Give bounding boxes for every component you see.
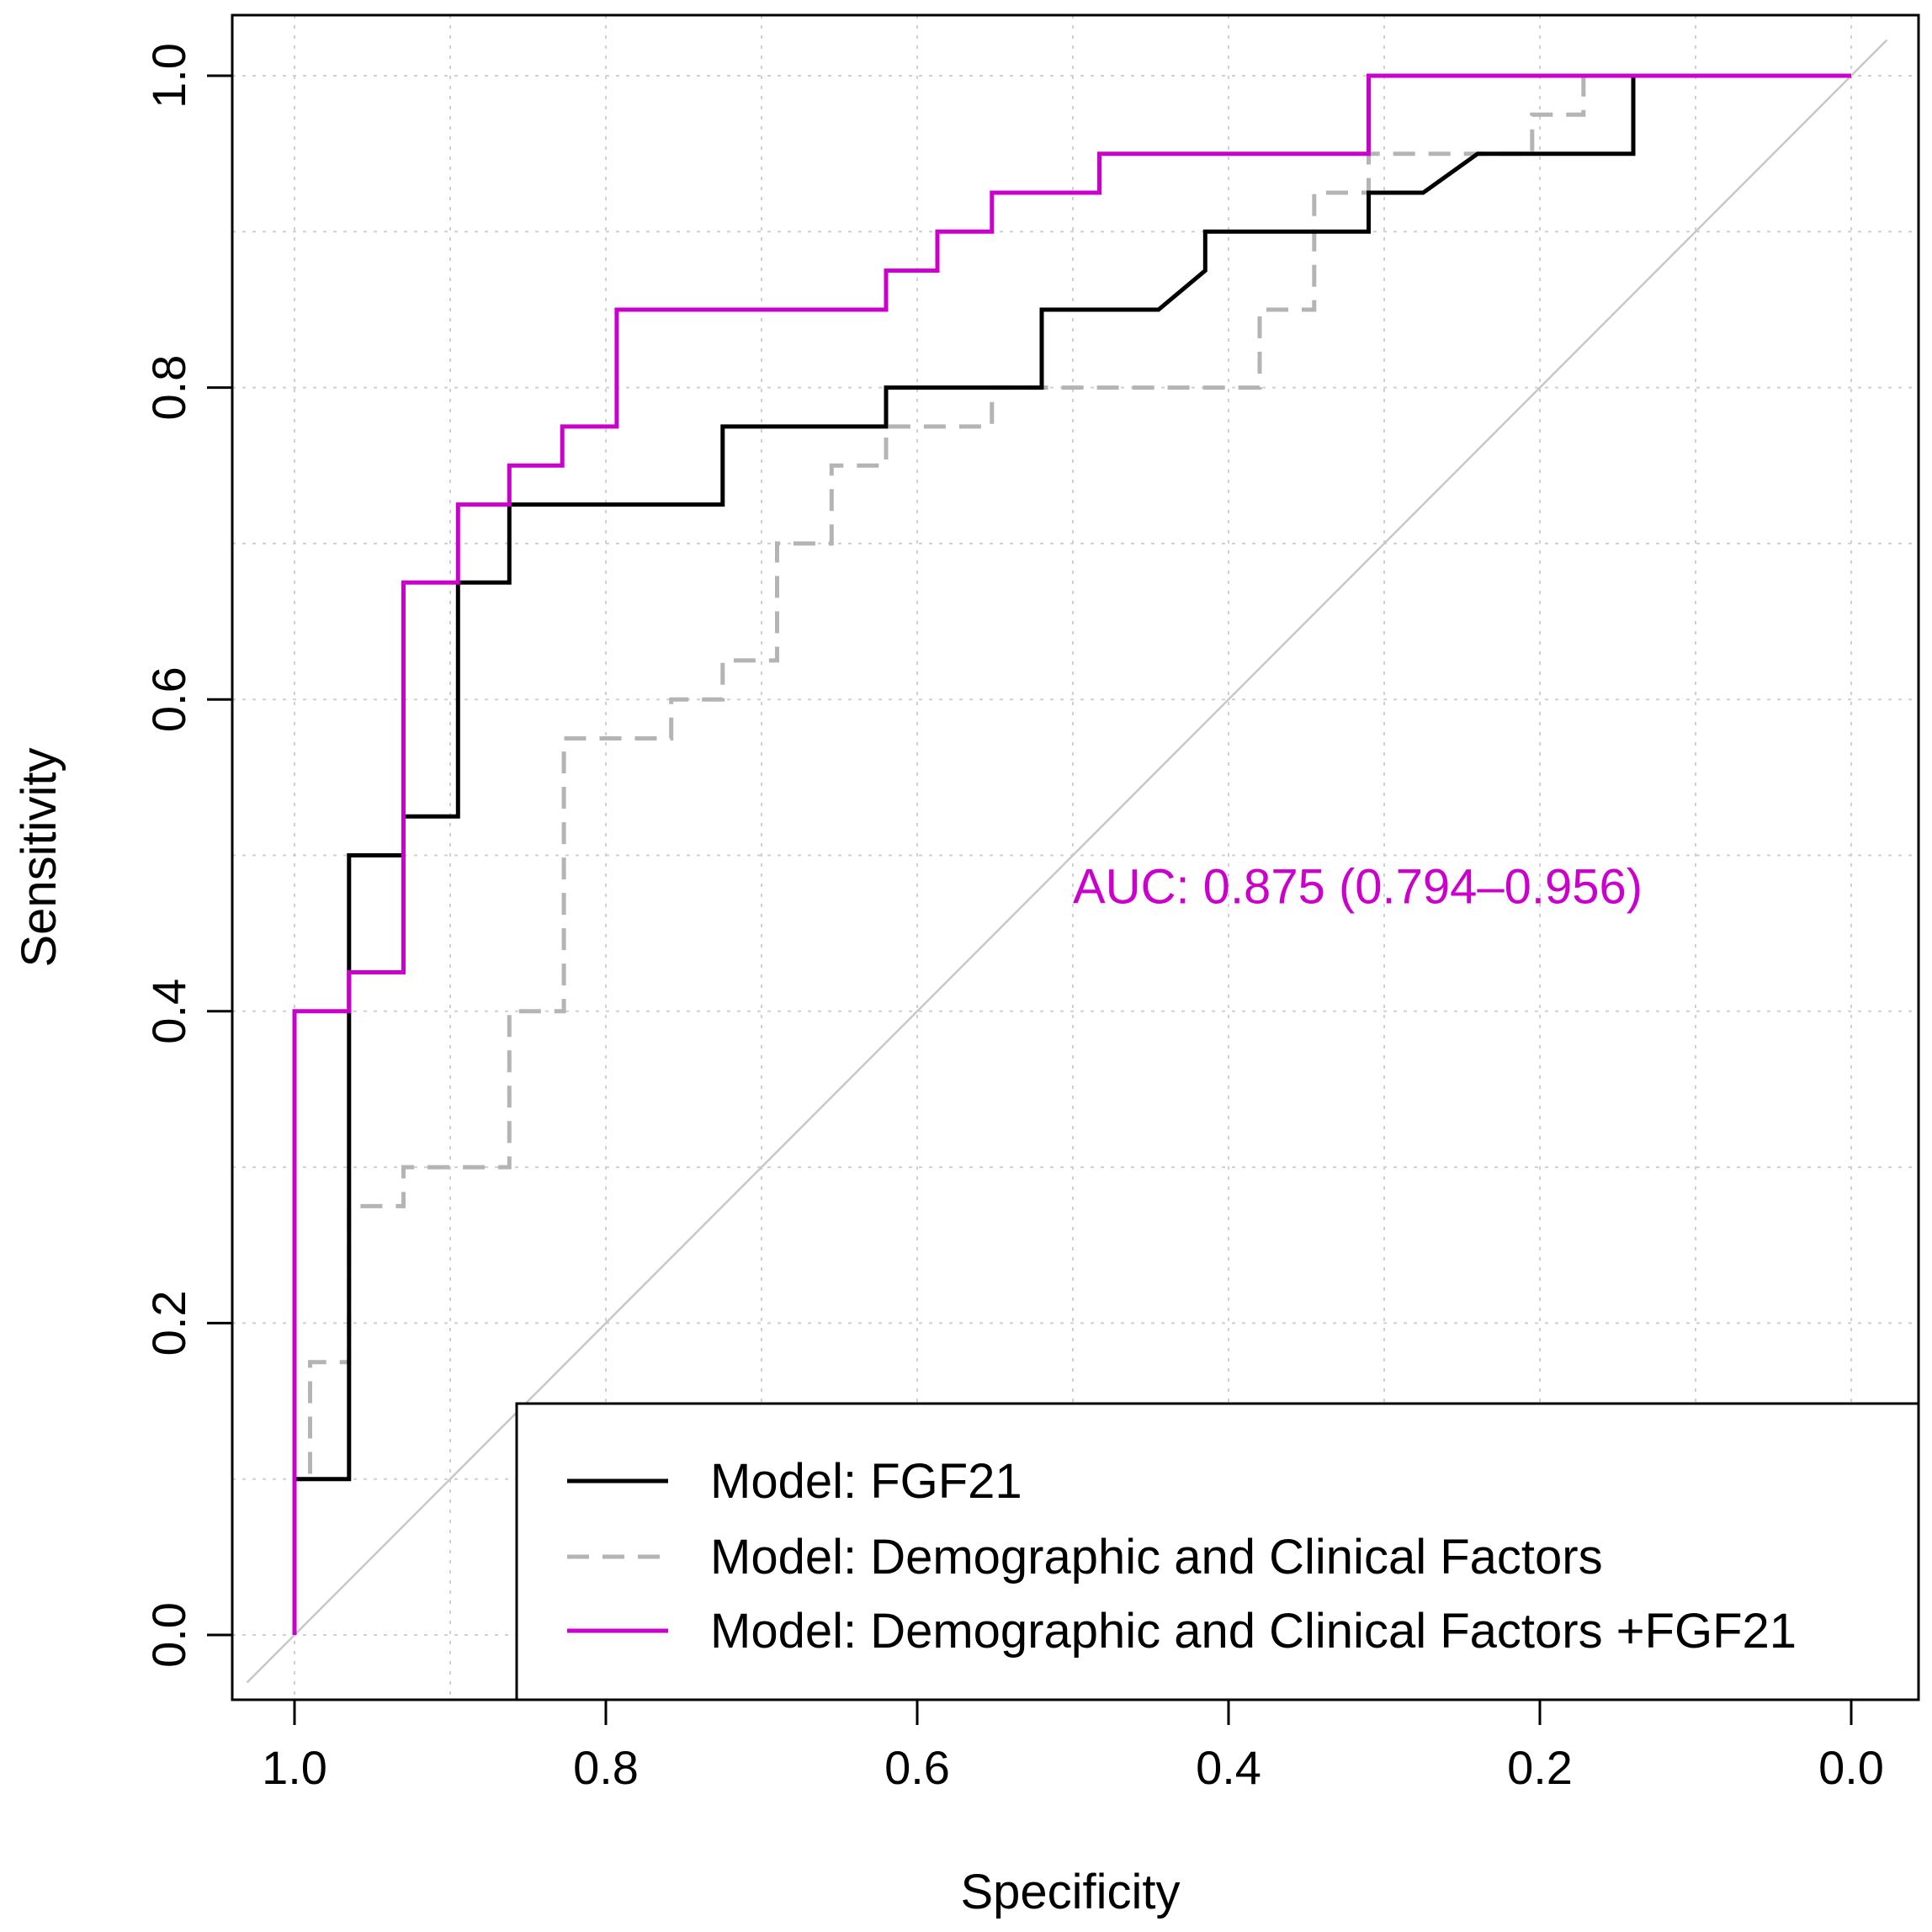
legend-label-2: Model: Demographic and Clinical Factors … — [710, 1604, 1797, 1659]
y-tick-label: 1.0 — [142, 43, 195, 109]
x-tick-label: 1.0 — [262, 1741, 327, 1794]
x-tick-label: 0.0 — [1818, 1741, 1884, 1794]
legend-label-0: Model: FGF21 — [710, 1454, 1022, 1509]
x-tick-label: 0.2 — [1507, 1741, 1573, 1794]
y-axis: 0.0 0.2 0.4 0.6 0.8 1.0 — [142, 43, 234, 1668]
series-line-2 — [292, 73, 1851, 1635]
y-tick-label: 0.0 — [142, 1602, 195, 1668]
legend-box — [515, 1402, 1920, 1701]
legend-label-1: Model: Demographic and Clinical Factors — [710, 1530, 1603, 1584]
auc-annotation: AUC: 0.875 (0.794–0.956) — [1073, 860, 1643, 915]
y-tick-label: 0.2 — [142, 1290, 195, 1356]
x-axis-title: Specificity — [960, 1865, 1180, 1919]
legend: Model: FGF21 Model: Demographic and Clini… — [515, 1402, 1920, 1701]
y-tick-label: 0.8 — [142, 355, 195, 421]
y-tick-label: 0.4 — [142, 979, 195, 1044]
x-tick-label: 0.6 — [884, 1741, 950, 1794]
x-tick-label: 0.4 — [1196, 1741, 1261, 1794]
y-tick-label: 0.6 — [142, 666, 195, 732]
x-tick-label: 0.8 — [573, 1741, 639, 1794]
series-layer — [292, 73, 1851, 1635]
y-axis-title: Sensitivity — [12, 747, 66, 967]
series-line-1 — [292, 73, 1851, 1635]
